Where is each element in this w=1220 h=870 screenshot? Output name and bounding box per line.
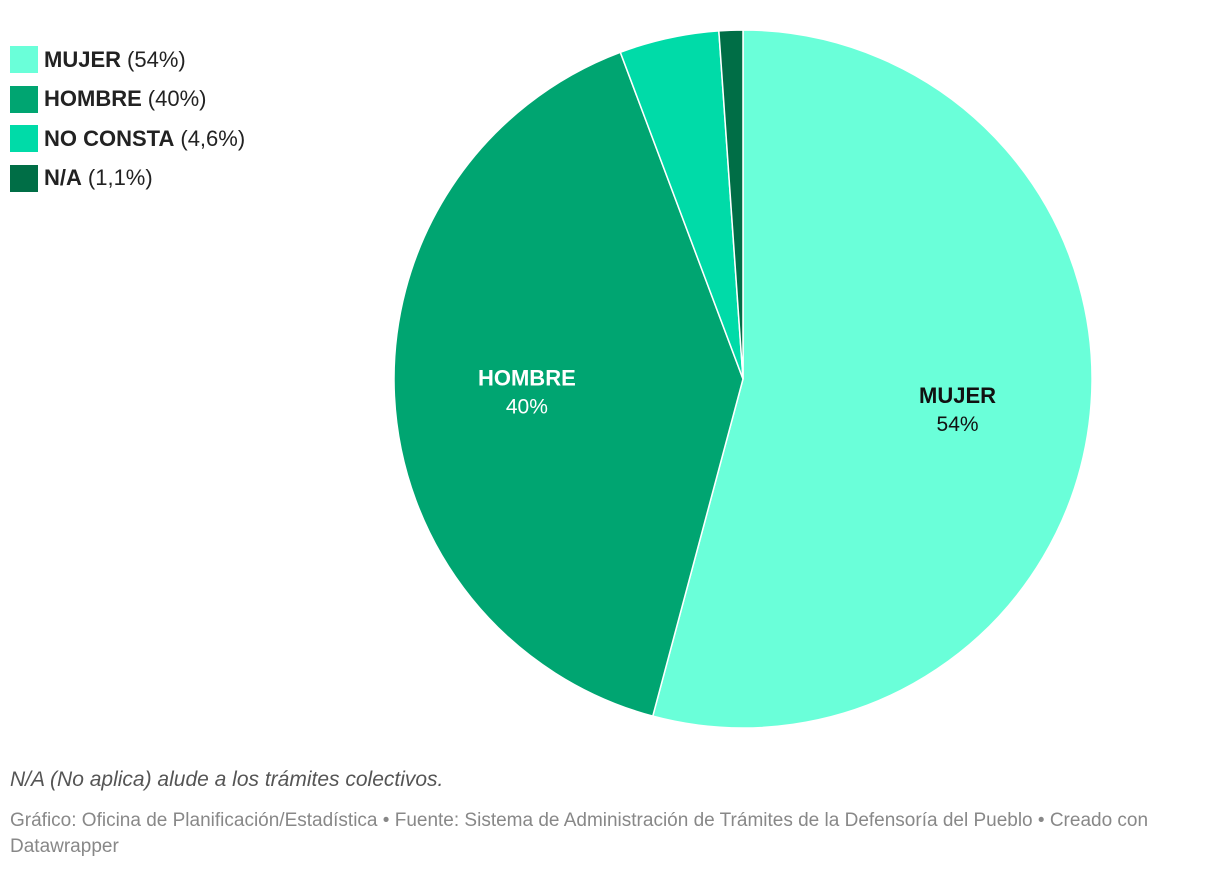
pie-slice <box>718 29 744 380</box>
legend-label: NO CONSTA <box>44 125 175 151</box>
legend-swatch <box>10 125 38 153</box>
pie-slice <box>393 51 744 718</box>
legend-item: HOMBRE (40%) <box>10 80 245 120</box>
legend-percent: (4,6%) <box>180 125 246 151</box>
legend-swatch <box>10 164 38 192</box>
legend-percent: (54%) <box>127 46 186 72</box>
legend-swatch <box>10 85 38 113</box>
legend-item: N/A (1,1%) <box>10 159 245 199</box>
chart-credits: Gráfico: Oficina de Planificación/Estadí… <box>10 810 1149 857</box>
legend-label: N/A <box>44 165 82 191</box>
slice-label: MUJER <box>919 383 996 408</box>
legend-percent: (40%) <box>147 86 207 112</box>
slice-value-label: 40% <box>506 396 548 419</box>
pie-slice <box>651 29 1093 729</box>
chart-note: N/A (No aplica) alude a los trámites col… <box>10 768 444 791</box>
slice-value-label: 54% <box>937 413 979 436</box>
legend-percent: (1,1%) <box>87 165 153 191</box>
legend-swatch <box>10 46 38 74</box>
legend-label: MUJER <box>44 46 122 72</box>
legend-item: NO CONSTA (4,6%) <box>10 119 245 159</box>
legend-item: MUJER (54%) <box>10 40 245 80</box>
legend-label: HOMBRE <box>44 86 142 112</box>
legend: MUJER (54%) HOMBRE (40%) NO CONSTA (4,6%) N/A(… <box>10 40 245 198</box>
slice-label: HOMBRE <box>478 366 576 391</box>
pie-chart: MUJER 54% HOMBRE 40% <box>393 29 1093 729</box>
